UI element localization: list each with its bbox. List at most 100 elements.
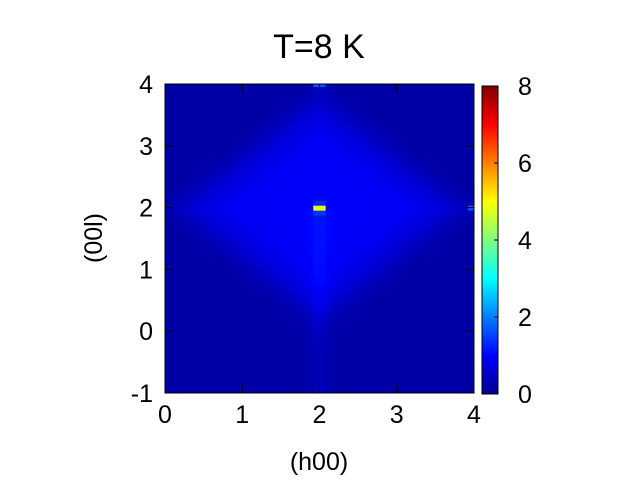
- heatmap-cell: [313, 304, 321, 310]
- heatmap-cell: [251, 175, 259, 181]
- heatmap-cell: [294, 249, 302, 256]
- heatmap-cell: [220, 116, 228, 122]
- heatmap-cell: [449, 269, 457, 275]
- heatmap-cell: [276, 160, 284, 167]
- heatmap-cell: [399, 299, 407, 305]
- heatmap-cell: [183, 378, 191, 384]
- heatmap-cell: [183, 368, 191, 374]
- heatmap-cell: [412, 279, 419, 285]
- heatmap-cell: [251, 121, 259, 127]
- heatmap-cell: [202, 294, 209, 300]
- heatmap-cell: [189, 249, 197, 256]
- heatmap-cell: [189, 333, 197, 340]
- heatmap-cell: [171, 264, 178, 270]
- heatmap-cell: [208, 215, 216, 221]
- heatmap-cell: [443, 130, 450, 137]
- heatmap-cell: [300, 323, 308, 330]
- heatmap-cell: [202, 234, 209, 241]
- heatmap-cell: [214, 121, 222, 127]
- heatmap-cell: [319, 378, 327, 384]
- heatmap-cell: [239, 304, 246, 310]
- heatmap-cell: [300, 140, 308, 147]
- heatmap-cell: [307, 294, 314, 300]
- heatmap-cell: [294, 318, 302, 325]
- heatmap-cell: [331, 269, 339, 275]
- heatmap-cell: [474, 334, 481, 340]
- heatmap-cell: [165, 210, 172, 216]
- heatmap-cell: [177, 91, 185, 97]
- heatmap-cell: [177, 333, 185, 340]
- heatmap-cell: [276, 200, 284, 206]
- heatmap-cell: [375, 170, 382, 177]
- heatmap-cell: [449, 328, 457, 335]
- heatmap-cell: [325, 308, 333, 315]
- heatmap-cell: [418, 170, 426, 177]
- heatmap-cell: [282, 373, 290, 379]
- heatmap-cell: [270, 106, 277, 112]
- heatmap-cell: [307, 145, 314, 152]
- heatmap-cell: [350, 358, 358, 364]
- heatmap-cell: [202, 378, 209, 384]
- heatmap-cell: [300, 239, 308, 246]
- heatmap-cell: [189, 215, 197, 221]
- heatmap-cell: [449, 224, 457, 231]
- heatmap-cell: [356, 121, 364, 127]
- heatmap-cell: [474, 146, 481, 152]
- heatmap-cell: [331, 328, 339, 335]
- heatmap-cell: [418, 229, 426, 236]
- heatmap-cell: [436, 333, 444, 340]
- heatmap-cell: [449, 289, 457, 295]
- heatmap-cell: [325, 86, 333, 93]
- heatmap-cell: [270, 200, 277, 206]
- heatmap-cell: [202, 373, 209, 379]
- heatmap-cell: [399, 215, 407, 221]
- heatmap-cell: [232, 121, 240, 127]
- heatmap-cell: [461, 180, 469, 186]
- heatmap-cell: [177, 130, 185, 137]
- heatmap-cell: [294, 239, 302, 246]
- heatmap-cell: [251, 368, 259, 374]
- heatmap-cell: [294, 313, 302, 320]
- heatmap-cell: [208, 343, 216, 350]
- heatmap-cell: [368, 294, 376, 300]
- heatmap-cell: [449, 195, 457, 201]
- heatmap-cell: [399, 254, 407, 261]
- heatmap-cell: [387, 353, 395, 359]
- heatmap-cell: [461, 234, 469, 241]
- heatmap-cell: [449, 91, 457, 97]
- heatmap-cell: [226, 294, 234, 300]
- heatmap-cell: [226, 145, 234, 152]
- heatmap-cell: [288, 190, 296, 196]
- heatmap-cell: [189, 343, 197, 350]
- heatmap-cell: [300, 333, 308, 340]
- heatmap-cell: [443, 343, 450, 350]
- heatmap-cell: [412, 378, 419, 384]
- heatmap-cell: [375, 190, 382, 196]
- y-tick-label: -1: [131, 380, 153, 408]
- heatmap-cell: [257, 239, 265, 246]
- heatmap-cell: [245, 106, 253, 112]
- heatmap-cell: [449, 165, 457, 172]
- heatmap-cell: [288, 101, 296, 107]
- heatmap-cell: [331, 244, 339, 251]
- heatmap-cell: [381, 373, 389, 379]
- heatmap-cell: [375, 333, 382, 340]
- heatmap-cell: [467, 111, 474, 117]
- heatmap-cell: [368, 274, 376, 280]
- heatmap-cell: [245, 160, 253, 167]
- heatmap-cell: [319, 318, 327, 325]
- heatmap-cell: [393, 180, 401, 186]
- heatmap-cell: [276, 333, 284, 340]
- heatmap-cell: [331, 165, 339, 172]
- heatmap-cell: [232, 284, 240, 290]
- heatmap-cell: [232, 343, 240, 350]
- heatmap-cell: [387, 363, 395, 369]
- heatmap-cell: [356, 210, 364, 216]
- heatmap-cell: [257, 274, 265, 280]
- heatmap-cell: [443, 244, 450, 251]
- heatmap-cell: [338, 150, 345, 157]
- heatmap-cell: [350, 289, 358, 295]
- heatmap-cell: [313, 210, 321, 216]
- heatmap-cell: [344, 239, 351, 246]
- heatmap-cell: [257, 294, 265, 300]
